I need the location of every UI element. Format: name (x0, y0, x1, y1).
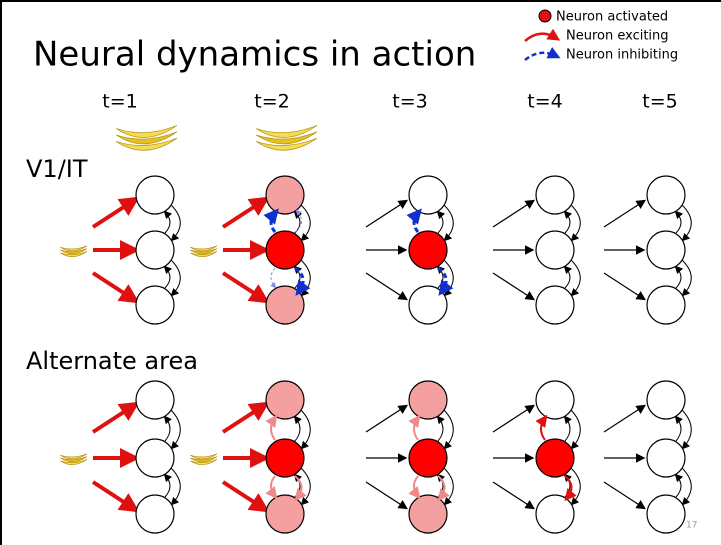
neuron (409, 439, 447, 477)
neuron (409, 176, 447, 214)
neuron (266, 286, 304, 324)
neuron (409, 495, 447, 533)
neuron (647, 176, 685, 214)
neuron (647, 381, 685, 419)
legend-activated-icon (539, 10, 551, 22)
neuron (136, 495, 174, 533)
neuron (647, 439, 685, 477)
legend-inhibiting: Neuron inhibiting (566, 48, 678, 63)
title: Neural dynamics in action (33, 35, 476, 75)
neuron (266, 176, 304, 214)
neuron (136, 439, 174, 477)
background (0, 0, 721, 545)
neuron (409, 381, 447, 419)
slide-number: 17 (686, 521, 697, 531)
neuron (136, 231, 174, 269)
neuron (536, 495, 574, 533)
row-label: Alternate area (26, 347, 198, 375)
legend-activated: Neuron activated (556, 10, 668, 25)
neuron (536, 439, 574, 477)
neuron (266, 439, 304, 477)
neuron (266, 495, 304, 533)
time-label: t=2 (254, 91, 289, 113)
neuron (647, 495, 685, 533)
time-label: t=4 (527, 91, 562, 113)
neuron (136, 176, 174, 214)
neuron (136, 381, 174, 419)
neuron (409, 286, 447, 324)
neuron (536, 231, 574, 269)
neuron (536, 381, 574, 419)
neuron (647, 286, 685, 324)
neuron (266, 231, 304, 269)
row-label: V1/IT (26, 155, 88, 183)
neuron (136, 286, 174, 324)
neuron (647, 231, 685, 269)
time-label: t=3 (392, 91, 427, 113)
neuron (536, 286, 574, 324)
neuron (409, 231, 447, 269)
time-label: t=1 (102, 91, 137, 113)
legend-exciting: Neuron exciting (566, 29, 669, 44)
time-label: t=5 (642, 91, 677, 113)
slide: Neural dynamics in action Neuron activat… (0, 0, 721, 545)
neuron (536, 176, 574, 214)
neuron (266, 381, 304, 419)
